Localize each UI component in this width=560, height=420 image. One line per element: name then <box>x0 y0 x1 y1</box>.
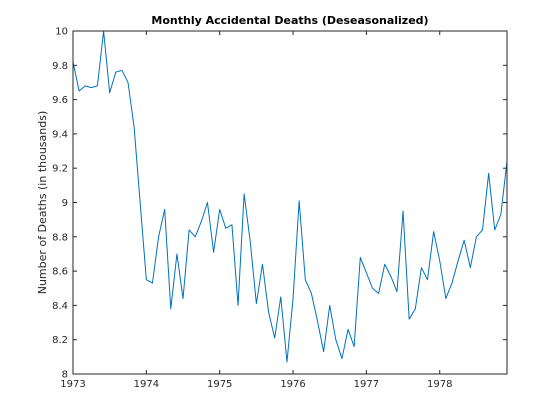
y-tick-label: 8.8 <box>52 232 68 243</box>
x-tick-label: 1976 <box>280 379 305 390</box>
x-tick-label: 1978 <box>427 379 452 390</box>
y-tick-label: 9.8 <box>52 61 68 72</box>
y-tick-label: 9.2 <box>52 164 68 175</box>
x-tick-label: 1977 <box>354 379 379 390</box>
y-tick-label: 8.2 <box>52 335 68 346</box>
x-tick-label: 1975 <box>207 379 232 390</box>
y-tick-label: 9 <box>62 198 68 209</box>
y-tick-label: 10 <box>55 27 68 38</box>
series-line <box>72 30 508 363</box>
plot-frame <box>72 30 508 375</box>
y-axis-label: Number of Deaths (in thousands) <box>36 111 49 295</box>
y-tick-label: 9.4 <box>52 129 68 140</box>
y-tick-label: 8.6 <box>52 267 68 278</box>
y-tick-label: 8 <box>62 370 68 381</box>
chart-title: Monthly Accidental Deaths (Deseasonalize… <box>151 14 428 27</box>
x-tick-label: 1974 <box>134 379 159 390</box>
y-tick-label: 9.6 <box>52 95 68 106</box>
x-tick-label: 1973 <box>60 379 85 390</box>
tick-labels-group: 8 8.2 8.4 8.6 8.8 9 9.2 9.4 9.6 9.8 10 1973 1974 1975… <box>52 27 452 391</box>
y-tick-label: 8.4 <box>52 301 68 312</box>
plot-background <box>73 31 507 374</box>
